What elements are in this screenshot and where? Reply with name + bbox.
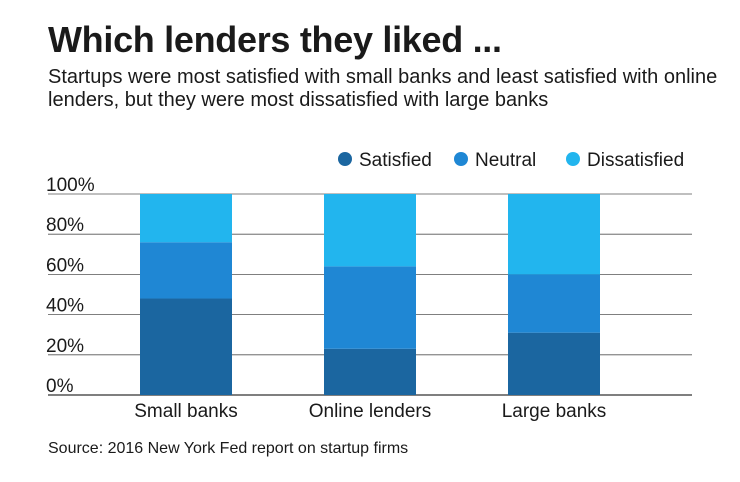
bar-satisfied xyxy=(324,348,416,395)
chart-title: Which lenders they liked ... xyxy=(48,19,502,60)
y-tick-label: 0% xyxy=(46,376,74,397)
x-tick-label: Large banks xyxy=(502,401,607,422)
bar-satisfied xyxy=(140,298,232,395)
x-tick-label: Online lenders xyxy=(309,401,432,422)
bar-dissatisfied xyxy=(508,194,600,275)
legend-label: Dissatisfied xyxy=(587,150,684,171)
chart-subtitle: Startups were most satisfied with small … xyxy=(48,66,718,111)
legend-swatch xyxy=(566,152,580,166)
y-tick-label: 100% xyxy=(46,175,95,196)
bar-neutral xyxy=(140,242,232,299)
bar-dissatisfied xyxy=(140,194,232,243)
legend-swatch xyxy=(338,152,352,166)
legend-label: Neutral xyxy=(475,150,536,171)
y-tick-label: 40% xyxy=(46,296,84,317)
y-tick-label: 60% xyxy=(46,255,84,276)
legend-swatch xyxy=(454,152,468,166)
y-tick-label: 20% xyxy=(46,336,84,357)
source-note: Source: 2016 New York Fed report on star… xyxy=(48,440,409,457)
y-tick-label: 80% xyxy=(46,215,84,236)
x-tick-label: Small banks xyxy=(134,401,238,422)
bar-satisfied xyxy=(508,332,600,395)
legend-label: Satisfied xyxy=(359,150,432,171)
bar-neutral xyxy=(508,274,600,333)
bar-dissatisfied xyxy=(324,194,416,267)
bar-neutral xyxy=(324,266,416,349)
